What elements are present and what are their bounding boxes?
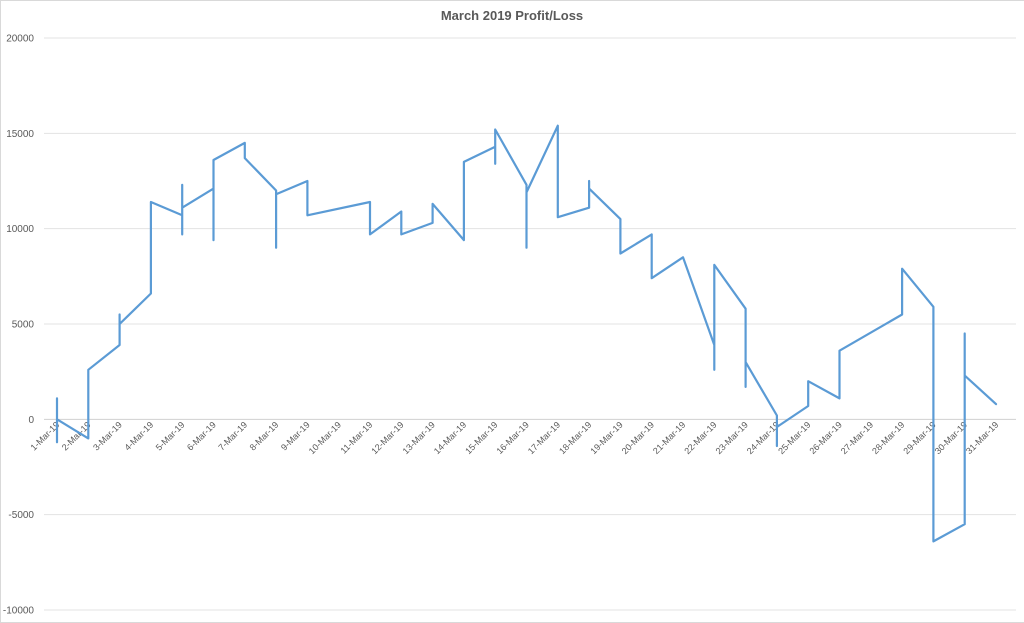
gridlines <box>44 37 1016 611</box>
x-tick-label: 27-Mar-19 <box>839 420 875 456</box>
x-tick-label: 25-Mar-19 <box>776 420 812 456</box>
y-tick-label: 15000 <box>6 129 34 140</box>
x-tick-label: 14-Mar-19 <box>432 420 468 456</box>
x-tick-label: 15-Mar-19 <box>463 420 499 456</box>
x-tick-label: 5-Mar-19 <box>154 420 187 453</box>
chart-title: March 2019 Profit/Loss <box>440 8 584 23</box>
x-tick-label: 21-Mar-19 <box>651 420 687 456</box>
y-tick-label: 0 <box>28 415 34 426</box>
series-group <box>55 124 998 543</box>
y-tick-label: 20000 <box>6 34 34 45</box>
y-axis-tick-labels: -10000 -5000 0 5000 10000 15000 20000 <box>3 34 35 617</box>
y-tick-label: -5000 <box>8 510 34 521</box>
series-line <box>55 124 998 543</box>
x-tick-label: 8-Mar-19 <box>248 420 281 453</box>
x-tick-label: 13-Mar-19 <box>401 420 437 456</box>
x-axis-tick-labels: 1-Mar-192-Mar-193-Mar-194-Mar-195-Mar-19… <box>29 420 1001 456</box>
x-tick-label: 26-Mar-19 <box>807 420 843 456</box>
x-tick-label: 7-Mar-19 <box>216 420 249 453</box>
x-tick-label: 18-Mar-19 <box>557 420 593 456</box>
x-tick-label: 20-Mar-19 <box>620 420 656 456</box>
x-tick-label: 12-Mar-19 <box>369 420 405 456</box>
x-tick-label: 28-Mar-19 <box>870 420 906 456</box>
x-tick-label: 3-Mar-19 <box>91 420 124 453</box>
x-tick-label: 23-Mar-19 <box>714 420 750 456</box>
y-tick-label: 5000 <box>12 320 35 331</box>
x-tick-label: 10-Mar-19 <box>307 420 343 456</box>
x-tick-label: 11-Mar-19 <box>338 420 374 456</box>
x-tick-label: 17-Mar-19 <box>526 420 562 456</box>
x-tick-label: 16-Mar-19 <box>494 420 530 456</box>
y-tick-label: 10000 <box>6 224 34 235</box>
x-tick-label: 22-Mar-19 <box>682 420 718 456</box>
x-tick-label: 31-Mar-19 <box>964 420 1000 456</box>
x-tick-label: 4-Mar-19 <box>122 420 155 453</box>
x-tick-label: 6-Mar-19 <box>185 420 218 453</box>
x-tick-label: 19-Mar-19 <box>588 420 624 456</box>
y-tick-label: -10000 <box>3 606 35 617</box>
